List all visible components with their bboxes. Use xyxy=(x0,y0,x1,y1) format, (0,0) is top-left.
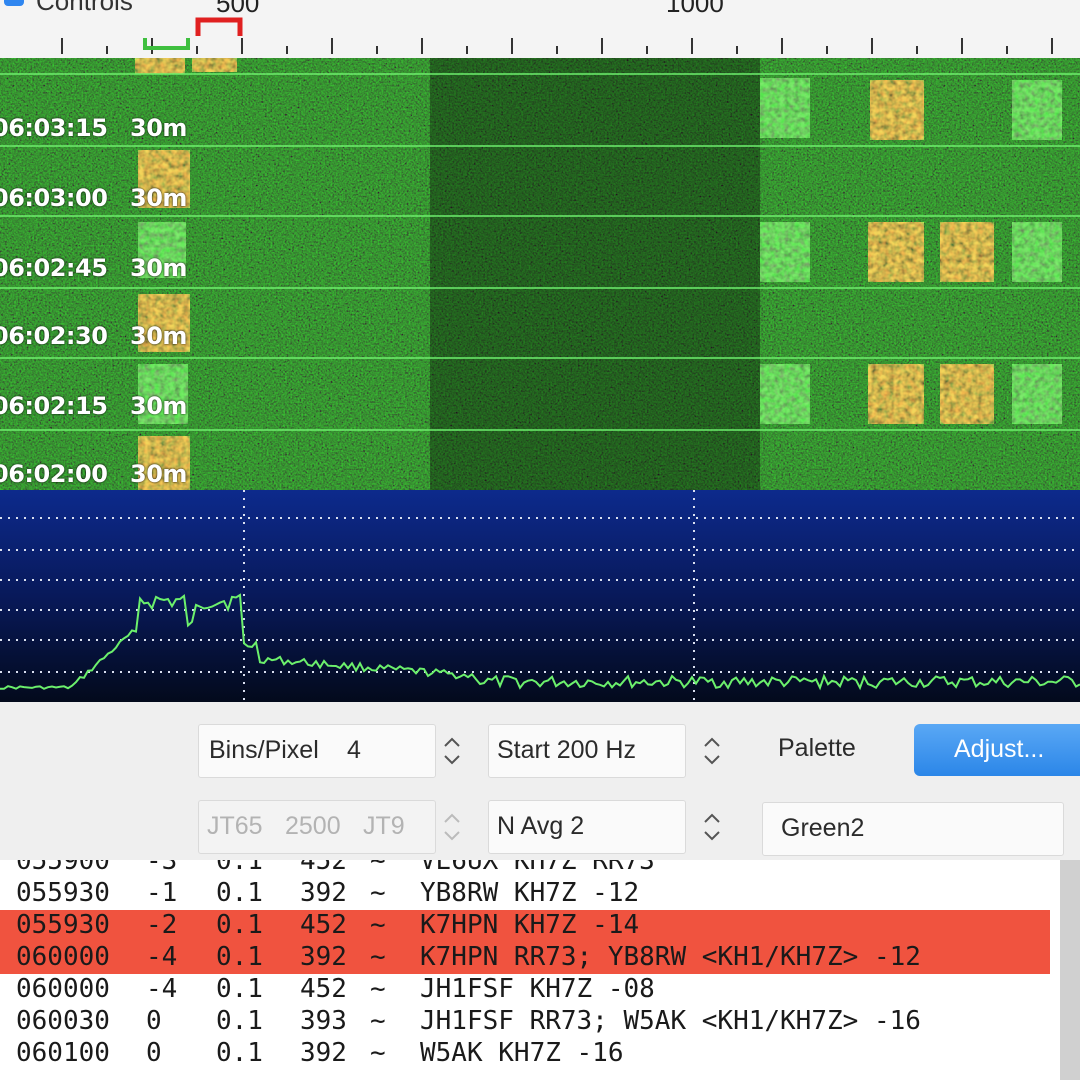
decode-db: 0 xyxy=(146,1038,162,1068)
decode-dt: 0.1 xyxy=(216,942,263,972)
decode-row-highlighted[interactable]: 060000 -4 0.1 392 ~ K7HPN RR73; YB8RW <KH1/KH… xyxy=(0,942,1050,974)
decode-row[interactable]: 060000 -4 0.1 452 ~ JH1FSF KH7Z -08 xyxy=(0,974,1050,1006)
decoded-messages-panel[interactable]: 055900 -3 0.1 452 ~ VE6UX KH7Z RR73 055930 -1 0.… xyxy=(0,860,1080,1080)
n-avg-value: N Avg 2 xyxy=(497,812,585,840)
decode-db: -4 xyxy=(146,974,178,1004)
spectrum-canvas xyxy=(0,490,1080,702)
bins-per-pixel-stepper[interactable] xyxy=(438,724,466,776)
start-frequency-value: Start 200 Hz xyxy=(497,736,636,764)
decode-freq: 393 xyxy=(300,1006,347,1036)
decode-sym: ~ xyxy=(370,974,386,1004)
n-avg-field[interactable]: N Avg 2 xyxy=(488,800,686,854)
decode-utc: 060030 xyxy=(16,1006,110,1036)
decode-msg: K7HPN KH7Z -14 xyxy=(420,910,640,940)
decode-row-highlighted[interactable]: 055930 -2 0.1 452 ~ K7HPN KH7Z -14 xyxy=(0,910,1050,942)
decode-msg: JH1FSF KH7Z -08 xyxy=(420,974,655,1004)
bins-per-pixel-value: 4 xyxy=(347,736,361,764)
decode-dt: 0.1 xyxy=(216,1038,263,1068)
rx-frequency-marker[interactable] xyxy=(143,38,190,50)
decode-freq: 452 xyxy=(300,974,347,1004)
waterfall-timestamp: 06:03:00 xyxy=(0,184,108,212)
frequency-scale xyxy=(61,17,1053,54)
waterfall-band-label: 30m xyxy=(130,184,187,212)
decode-db: 0 xyxy=(146,1006,162,1036)
decode-sym: ~ xyxy=(370,878,386,908)
n-avg-stepper[interactable] xyxy=(698,800,726,852)
tx-frequency-marker[interactable] xyxy=(195,17,243,36)
frequency-scale-bar[interactable]: Controls 500 1000 xyxy=(0,0,1080,58)
axis-label-500: 500 xyxy=(216,0,260,18)
decode-dt: 0.1 xyxy=(216,910,263,940)
adjust-button-label: Adjust... xyxy=(954,735,1045,763)
decode-row[interactable]: 055900 -3 0.1 452 ~ VE6UX KH7Z RR73 xyxy=(0,860,1050,878)
decode-db: -4 xyxy=(146,942,178,972)
decode-row[interactable]: 060100 0 0.1 392 ~ W5AK KH7Z -16 xyxy=(0,1038,1050,1070)
waterfall-timestamp: 06:03:15 xyxy=(0,114,108,142)
decode-msg: JH1FSF RR73; W5AK <KH1/KH7Z> -16 xyxy=(420,1006,921,1036)
decode-freq: 392 xyxy=(300,878,347,908)
decode-msg: K7HPN RR73; YB8RW <KH1/KH7Z> -12 xyxy=(420,942,921,972)
decode-freq: 452 xyxy=(300,860,347,876)
decode-sym: ~ xyxy=(370,1038,386,1068)
split-stepper[interactable] xyxy=(438,800,466,852)
waterfall-band-label: 30m xyxy=(130,254,187,282)
decode-sym: ~ xyxy=(370,942,386,972)
decode-dt: 0.1 xyxy=(216,860,263,876)
waterfall-band-label: 30m xyxy=(130,322,187,350)
decode-dt: 0.1 xyxy=(216,1006,263,1036)
waterfall-timestamp: 06:02:30 xyxy=(0,322,108,350)
decode-freq: 452 xyxy=(300,910,347,940)
decoded-messages-list[interactable]: 055900 -3 0.1 452 ~ VE6UX KH7Z RR73 055930 -1 0.… xyxy=(0,860,1060,1080)
decode-dt: 0.1 xyxy=(216,878,263,908)
waterfall-display[interactable]: 06:03:15 30m 06:03:00 30m 06:02:45 30m 06:02:3… xyxy=(0,58,1080,490)
decode-db: -2 xyxy=(146,910,178,940)
start-frequency-stepper[interactable] xyxy=(698,724,726,776)
decode-utc: 055930 xyxy=(16,910,110,940)
waterfall-band-label: 30m xyxy=(130,392,187,420)
palette-select-value: Green2 xyxy=(781,814,865,842)
decode-sym: ~ xyxy=(370,1006,386,1036)
decode-utc: 055900 xyxy=(16,860,110,876)
decode-msg: YB8RW KH7Z -12 xyxy=(420,878,640,908)
waterfall-band-label: 30m xyxy=(130,114,187,142)
decode-dt: 0.1 xyxy=(216,974,263,1004)
decode-db: -1 xyxy=(146,878,178,908)
waterfall-timestamp: 06:02:15 xyxy=(0,392,108,420)
mode-split-value: 2500 xyxy=(285,812,341,840)
decode-freq: 392 xyxy=(300,1038,347,1068)
decode-msg: VE6UX KH7Z RR73 xyxy=(420,860,655,876)
bins-per-pixel-field[interactable]: Bins/Pixel 4 xyxy=(198,724,436,778)
decode-sym: ~ xyxy=(370,910,386,940)
axis-label-1000: 1000 xyxy=(666,0,724,18)
decode-sym: ~ xyxy=(370,860,386,876)
decodes-scrollbar[interactable] xyxy=(1060,860,1080,1080)
decode-row[interactable]: 055930 -1 0.1 392 ~ YB8RW KH7Z -12 xyxy=(0,878,1050,910)
spectrum-plot[interactable] xyxy=(0,490,1080,702)
decode-freq: 392 xyxy=(300,942,347,972)
controls-label: Controls xyxy=(36,0,133,16)
controls-checkbox[interactable] xyxy=(4,0,24,6)
mode-jt9-label: JT9 xyxy=(363,812,405,840)
decode-db: -3 xyxy=(146,860,178,876)
waterfall-timestamp: 06:02:45 xyxy=(0,254,108,282)
start-frequency-field[interactable]: Start 200 Hz xyxy=(488,724,686,778)
palette-label: Palette xyxy=(778,734,856,762)
decode-utc: 060100 xyxy=(16,1038,110,1068)
palette-select[interactable]: Green2 xyxy=(762,802,1064,856)
bins-per-pixel-label: Bins/Pixel xyxy=(209,736,319,764)
decode-utc: 060000 xyxy=(16,974,110,1004)
decode-row[interactable]: 060030 0 0.1 393 ~ JH1FSF RR73; W5AK <KH1/KH7… xyxy=(0,1006,1050,1038)
decode-utc: 060000 xyxy=(16,942,110,972)
decode-utc: 055930 xyxy=(16,878,110,908)
waterfall-controls-panel: Bins/Pixel 4 Start 200 Hz Palette Adjust… xyxy=(0,702,1080,860)
decode-msg: W5AK KH7Z -16 xyxy=(420,1038,624,1068)
adjust-palette-button[interactable]: Adjust... xyxy=(914,724,1080,776)
mode-jt65-label: JT65 xyxy=(207,812,263,840)
waterfall-timestamp: 06:02:00 xyxy=(0,460,108,488)
jt65-jt9-split-field[interactable]: JT65 2500 JT9 xyxy=(198,800,436,854)
waterfall-band-label: 30m xyxy=(130,460,187,488)
waterfall-canvas xyxy=(0,58,1080,490)
